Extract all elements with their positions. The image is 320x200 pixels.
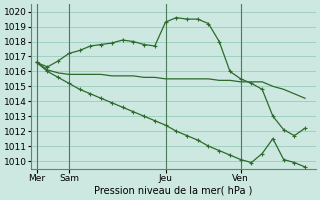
X-axis label: Pression niveau de la mer( hPa ): Pression niveau de la mer( hPa ): [94, 186, 253, 196]
